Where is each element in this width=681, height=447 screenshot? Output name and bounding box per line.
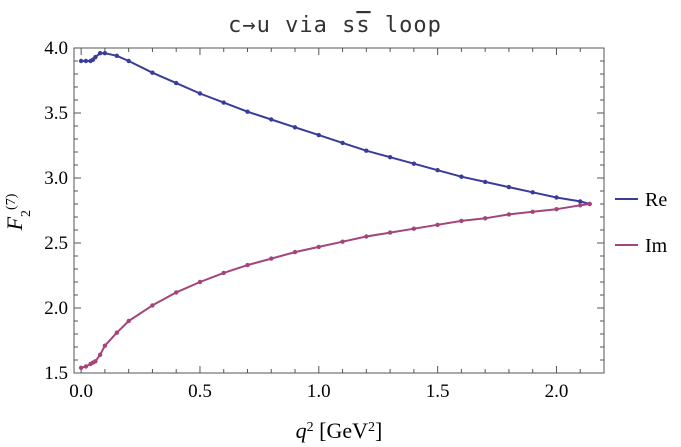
- data-point-re: [102, 51, 108, 56]
- data-point-re: [530, 190, 535, 195]
- x-tick-label: 0.0: [69, 381, 93, 402]
- data-point-im: [587, 201, 592, 207]
- data-point-im: [506, 212, 512, 217]
- data-point-re: [221, 100, 226, 105]
- data-point-im: [114, 330, 120, 335]
- data-point-re: [269, 117, 274, 122]
- chart-title-main: c→u via s: [228, 13, 356, 38]
- data-point-im: [174, 290, 179, 295]
- data-point-re: [578, 199, 583, 204]
- data-point-re: [97, 51, 103, 56]
- data-point-re: [435, 168, 440, 173]
- y-axis-var-sub: 2: [19, 210, 34, 217]
- x-tick-label: 0.5: [188, 381, 212, 402]
- data-point-re: [83, 58, 89, 64]
- data-point-im: [364, 234, 369, 239]
- data-point-re: [506, 184, 512, 190]
- x-axis-unit-close: ]: [375, 418, 382, 443]
- data-point-im: [459, 218, 464, 224]
- x-tick-label: 1.0: [307, 381, 331, 402]
- x-tick-label: 1.5: [426, 381, 450, 402]
- data-point-im: [83, 364, 89, 369]
- data-point-im: [269, 256, 274, 261]
- data-point-re: [78, 58, 84, 64]
- y-axis-ticks: 1.5 2.0 2.5 3.0 3.5 4.0: [44, 38, 604, 384]
- data-point-im: [340, 239, 345, 244]
- chart-title-suffix: loop: [371, 13, 442, 38]
- legend-label-re: Re: [645, 189, 667, 211]
- x-tick-label: 2.0: [545, 381, 569, 402]
- y-axis-var-sup: (7): [4, 193, 19, 210]
- x-axis-ticks: 0.0 0.5 1.0 1.5 2.0: [69, 48, 605, 402]
- x-axis-unit-open: [GeV: [314, 418, 368, 443]
- data-point-im: [435, 222, 440, 227]
- data-point-im: [93, 359, 98, 364]
- data-point-re: [93, 54, 98, 60]
- data-point-re: [197, 91, 203, 96]
- y-tick-label: 2.5: [44, 233, 68, 254]
- data-point-re: [245, 109, 250, 114]
- data-point-re: [126, 58, 131, 64]
- data-point-im: [150, 303, 155, 308]
- data-point-im: [411, 226, 417, 231]
- data-point-re: [459, 174, 464, 179]
- y-tick-label: 1.5: [44, 363, 68, 384]
- chart-title: c→u via ss loop: [228, 13, 442, 38]
- chart-title-overbar-char: s: [356, 13, 370, 38]
- data-point-im: [97, 352, 103, 357]
- data-point-im: [292, 249, 298, 255]
- data-point-re: [114, 53, 120, 58]
- y-tick-label: 3.5: [44, 103, 68, 124]
- y-axis-label: F2(7): [2, 193, 34, 231]
- data-point-im: [197, 279, 203, 285]
- data-point-im: [78, 365, 84, 370]
- data-point-im: [221, 270, 226, 276]
- series-line-re: [81, 52, 590, 205]
- data-point-re: [411, 161, 417, 166]
- data-point-re: [174, 80, 179, 86]
- data-point-im: [245, 262, 250, 268]
- x-axis-var: q: [296, 418, 307, 443]
- data-point-re: [150, 70, 155, 75]
- y-tick-label: 4.0: [44, 38, 68, 59]
- data-point-im: [554, 207, 559, 212]
- data-point-re: [364, 148, 369, 153]
- data-point-im: [126, 318, 131, 324]
- legend: Re Im: [615, 189, 668, 257]
- plot-frame: [73, 47, 605, 374]
- data-point-im: [530, 209, 535, 214]
- data-point-im: [483, 216, 488, 221]
- data-point-re: [483, 179, 488, 185]
- data-point-im: [387, 230, 393, 235]
- data-point-im: [316, 244, 321, 250]
- y-tick-label: 3.0: [44, 168, 68, 189]
- data-point-re: [387, 155, 393, 160]
- data-point-im: [102, 343, 108, 348]
- series-layer: [78, 51, 592, 370]
- data-point-re: [292, 125, 298, 130]
- data-point-re: [340, 140, 345, 146]
- y-tick-label: 2.0: [44, 298, 68, 319]
- x-axis-unit-sup: 2: [368, 420, 375, 435]
- data-point-im: [578, 203, 583, 208]
- x-axis-label: q2 [GeV2]: [296, 418, 383, 443]
- legend-label-im: Im: [645, 235, 668, 257]
- x-axis-var-sup: 2: [307, 420, 314, 435]
- y-axis-var: F: [2, 216, 27, 231]
- data-point-re: [316, 132, 321, 138]
- series-line-im: [80, 203, 590, 369]
- data-point-re: [554, 195, 559, 200]
